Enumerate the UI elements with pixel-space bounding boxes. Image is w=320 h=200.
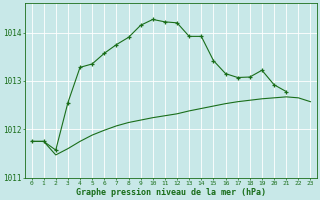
X-axis label: Graphe pression niveau de la mer (hPa): Graphe pression niveau de la mer (hPa) — [76, 188, 266, 197]
